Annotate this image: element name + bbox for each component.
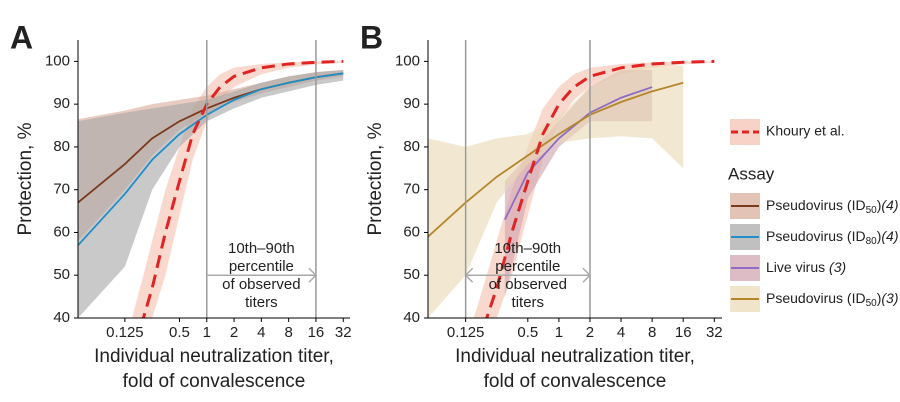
annotation-text: titers (512, 294, 545, 311)
y-tick-label: 70 (403, 181, 420, 198)
x-tick-label: 8 (648, 324, 656, 341)
annotation-text: percentile (495, 258, 560, 275)
x-tick-label: 0.125 (106, 324, 144, 341)
x-tick-label: 4 (617, 324, 625, 341)
series-line (78, 72, 344, 246)
y-tick-label: 100 (45, 52, 70, 69)
x-tick-label: 1 (555, 324, 563, 341)
y-tick-label: 60 (403, 223, 420, 240)
plot-area (428, 59, 715, 318)
x-tick-label: 16 (308, 324, 325, 341)
legend-label: Pseudovirus (ID50)(4) (766, 197, 899, 216)
annotation-text: 10th–90th (228, 240, 295, 257)
x-tick-label: 2 (586, 324, 594, 341)
annotation-text: of observed (489, 276, 567, 293)
y-tick-label: 100 (395, 52, 420, 69)
x-tick-label: 8 (284, 324, 292, 341)
confidence-band (78, 69, 344, 318)
legend-label: Khoury et al. (766, 123, 845, 139)
arrowhead (582, 267, 592, 283)
legend-label: Pseudovirus (ID50)(3) (766, 290, 899, 309)
y-tick-label: 90 (53, 95, 70, 112)
x-tick-label: 2 (230, 324, 238, 341)
panel-label: A (10, 19, 33, 55)
y-tick-label: 40 (53, 309, 70, 326)
x-tick-label: 4 (257, 324, 265, 341)
x-axis-label: fold of convalescence (123, 371, 306, 392)
y-axis-label: Protection, % (365, 122, 386, 235)
legend-label: Live virus (3) (766, 259, 846, 275)
annotation-text: percentile (229, 258, 294, 275)
x-tick-label: 1 (203, 324, 211, 341)
y-tick-label: 90 (403, 95, 420, 112)
panel-label: B (360, 19, 383, 55)
x-axis-label: fold of convalescence (484, 371, 667, 392)
legend-label: Pseudovirus (ID80)(4) (766, 228, 899, 247)
series-line (504, 86, 653, 221)
y-tick-label: 80 (53, 138, 70, 155)
x-axis-label: Individual neutralization titer, (455, 346, 695, 367)
y-tick-label: 70 (53, 181, 70, 198)
y-tick-label: 50 (403, 266, 420, 283)
x-tick-label: 16 (675, 324, 692, 341)
annotation-text: titers (245, 294, 278, 311)
y-axis-label: Protection, % (15, 122, 36, 235)
annotation-text: 10th–90th (494, 240, 561, 257)
confidence-band (132, 61, 344, 318)
confidence-band (428, 65, 684, 318)
x-tick-label: 0.125 (447, 324, 485, 341)
x-tick-label: 32 (335, 324, 352, 341)
arrowhead (464, 267, 474, 283)
x-tick-label: 0.5 (517, 324, 538, 341)
series-line (485, 59, 715, 318)
y-tick-label: 50 (53, 266, 70, 283)
x-tick-label: 32 (706, 324, 723, 341)
x-axis-label: Individual neutralization titer, (94, 346, 334, 367)
annotation-text: of observed (222, 276, 300, 293)
arrowhead (308, 267, 318, 283)
y-tick-label: 40 (403, 309, 420, 326)
series-line (428, 81, 684, 238)
y-tick-label: 80 (403, 138, 420, 155)
legend-title: Assay (728, 164, 775, 183)
y-tick-label: 60 (53, 223, 70, 240)
x-tick-label: 0.5 (169, 324, 190, 341)
